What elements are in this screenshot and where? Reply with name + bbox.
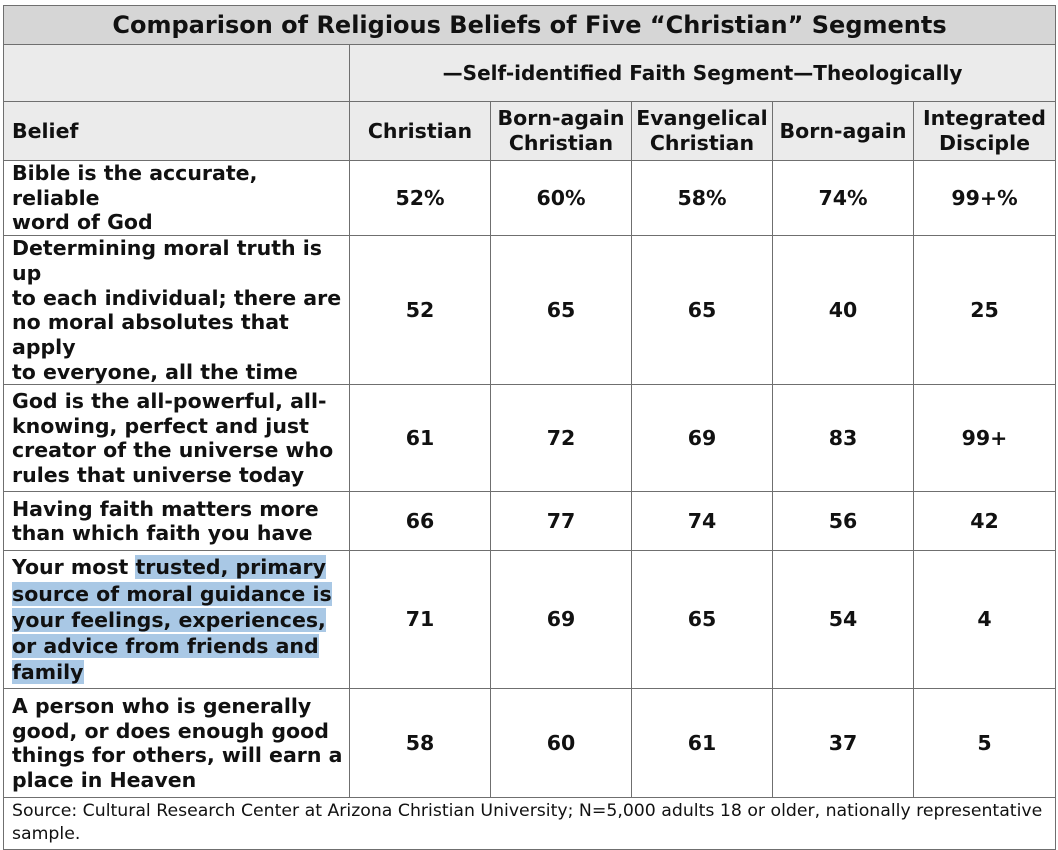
column-header-line1: Christian — [367, 118, 473, 143]
value-cell: 40 — [772, 235, 914, 386]
value-cell: 69 — [631, 384, 773, 493]
value-cell: 65 — [490, 235, 632, 386]
belief-text: word of God — [12, 210, 153, 235]
value-cell: 66 — [349, 491, 491, 552]
column-header-line2: Christian — [649, 131, 755, 155]
column-header-christian: Christian — [349, 101, 491, 161]
value-cell: 69 — [490, 550, 632, 690]
belief-text: place in Heaven — [12, 768, 197, 793]
value-cell: 99+% — [912, 159, 1057, 237]
column-header-born-again-christian: Born-again Christian — [490, 101, 632, 161]
value-cell: 42 — [912, 491, 1057, 552]
belief-text: creator of the universe who — [12, 438, 334, 463]
belief-text: Having faith matters more — [12, 496, 319, 521]
column-header-line2: Christian — [508, 131, 614, 155]
column-header-line1: Born-again — [497, 106, 625, 130]
selected-text[interactable]: your feelings, experiences, — [12, 607, 326, 632]
title-row: Comparison of Religious Beliefs of Five … — [2, 5, 1057, 45]
source-row: Source: Cultural Research Center at Ariz… — [2, 797, 1057, 850]
belief-text: no moral absolutes that apply — [12, 310, 289, 359]
beliefs-table: Comparison of Religious Beliefs of Five … — [2, 5, 1057, 850]
column-header-row: Belief Christian Born-again Christian Eva… — [3, 101, 1057, 161]
belief-text: to everyone, all the time — [12, 359, 298, 384]
table-row: Bible is the accurate, reliable word of … — [3, 159, 1057, 237]
table-row: Determining moral truth is up to each in… — [3, 235, 1057, 386]
belief-cell: A person who is generally good, or does … — [3, 688, 350, 799]
belief-text: than which faith you have — [12, 521, 313, 546]
value-cell: 54 — [772, 550, 914, 690]
belief-cell: Bible is the accurate, reliable word of … — [3, 159, 350, 237]
table-row: Your most trusted, primary source of mor… — [3, 550, 1057, 690]
belief-text: good, or does enough good — [12, 718, 329, 743]
belief-text: knowing, perfect and just — [12, 413, 309, 438]
belief-cell: Your most trusted, primary source of mor… — [3, 550, 350, 690]
belief-cell: Determining moral truth is up to each in… — [3, 235, 350, 386]
value-cell: 83 — [772, 384, 914, 493]
table-row: God is the all-powerful, all- knowing, p… — [3, 384, 1057, 493]
column-header-line2: Disciple — [939, 131, 1031, 155]
group-header-row: —Self-identified Faith Segment—Theologic… — [3, 44, 1057, 102]
value-cell: 99+ — [912, 384, 1057, 493]
value-cell: 60 — [490, 688, 632, 799]
value-cell: 74 — [631, 491, 773, 552]
value-cell: 25 — [912, 235, 1057, 386]
value-cell: 74% — [772, 159, 914, 237]
belief-column-header: Belief — [3, 101, 350, 161]
belief-cell: God is the all-powerful, all- knowing, p… — [3, 384, 350, 493]
selected-text[interactable]: family — [12, 660, 84, 685]
value-cell: 4 — [912, 550, 1057, 690]
table-title: Comparison of Religious Beliefs of Five … — [2, 5, 1057, 45]
belief-text: Bible is the accurate, reliable — [12, 161, 258, 210]
value-cell: 65 — [631, 550, 773, 690]
value-cell: 71 — [349, 550, 491, 690]
column-header-line1: Evangelical — [636, 106, 768, 130]
belief-text: things for others, will earn a — [12, 743, 343, 768]
value-cell: 58 — [349, 688, 491, 799]
belief-text: Your most — [12, 555, 136, 580]
column-header-evangelical-christian: Evangelical Christian — [631, 101, 773, 161]
column-header-integrated-disciple: Integrated Disciple — [912, 101, 1057, 161]
table-row: Having faith matters more than which fai… — [3, 491, 1057, 552]
selected-text[interactable]: source of moral guidance is — [12, 581, 332, 606]
value-cell: 65 — [631, 235, 773, 386]
belief-cell: Having faith matters more than which fai… — [3, 491, 350, 552]
value-cell: 52% — [349, 159, 491, 237]
column-header-born-again: Born-again — [772, 101, 914, 161]
value-cell: 60% — [490, 159, 632, 237]
column-header-line1: Born-again — [779, 118, 907, 143]
value-cell: 5 — [912, 688, 1057, 799]
value-cell: 58% — [631, 159, 773, 237]
selected-text[interactable]: trusted, primary — [135, 555, 326, 580]
value-cell: 52 — [349, 235, 491, 386]
value-cell: 61 — [631, 688, 773, 799]
value-cell: 56 — [772, 491, 914, 552]
source-note: Source: Cultural Research Center at Ariz… — [2, 797, 1057, 850]
belief-text: rules that universe today — [12, 463, 305, 488]
selected-text[interactable]: or advice from friends and — [12, 633, 319, 658]
table-row: A person who is generally good, or does … — [3, 688, 1057, 799]
value-cell: 77 — [490, 491, 632, 552]
group-header: —Self-identified Faith Segment—Theologic… — [348, 44, 1057, 102]
column-header-line1: Integrated — [923, 106, 1046, 130]
belief-text: A person who is generally — [12, 693, 312, 718]
value-cell: 61 — [349, 384, 491, 493]
belief-text: God is the all-powerful, all- — [12, 388, 327, 413]
value-cell: 37 — [772, 688, 914, 799]
group-header-blank — [3, 44, 350, 102]
belief-text: Determining moral truth is up — [12, 236, 322, 285]
belief-text: to each individual; there are — [12, 285, 342, 310]
value-cell: 72 — [490, 384, 632, 493]
